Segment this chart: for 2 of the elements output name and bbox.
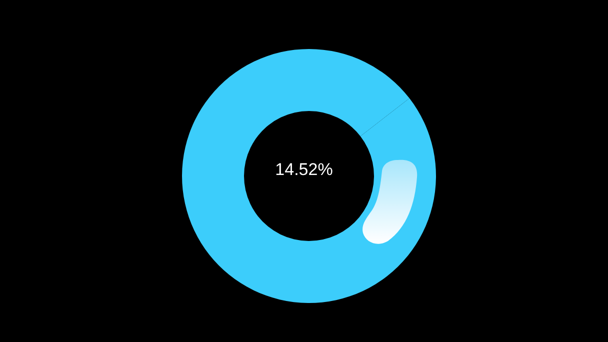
- donut-slice: [182, 49, 436, 303]
- text: 14.52%: [274, 160, 334, 180]
